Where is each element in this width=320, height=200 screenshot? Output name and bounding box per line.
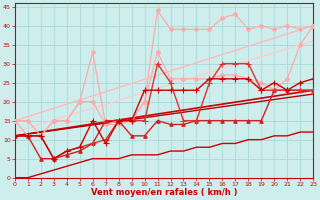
X-axis label: Vent moyen/en rafales ( km/h ): Vent moyen/en rafales ( km/h ) (91, 188, 237, 197)
